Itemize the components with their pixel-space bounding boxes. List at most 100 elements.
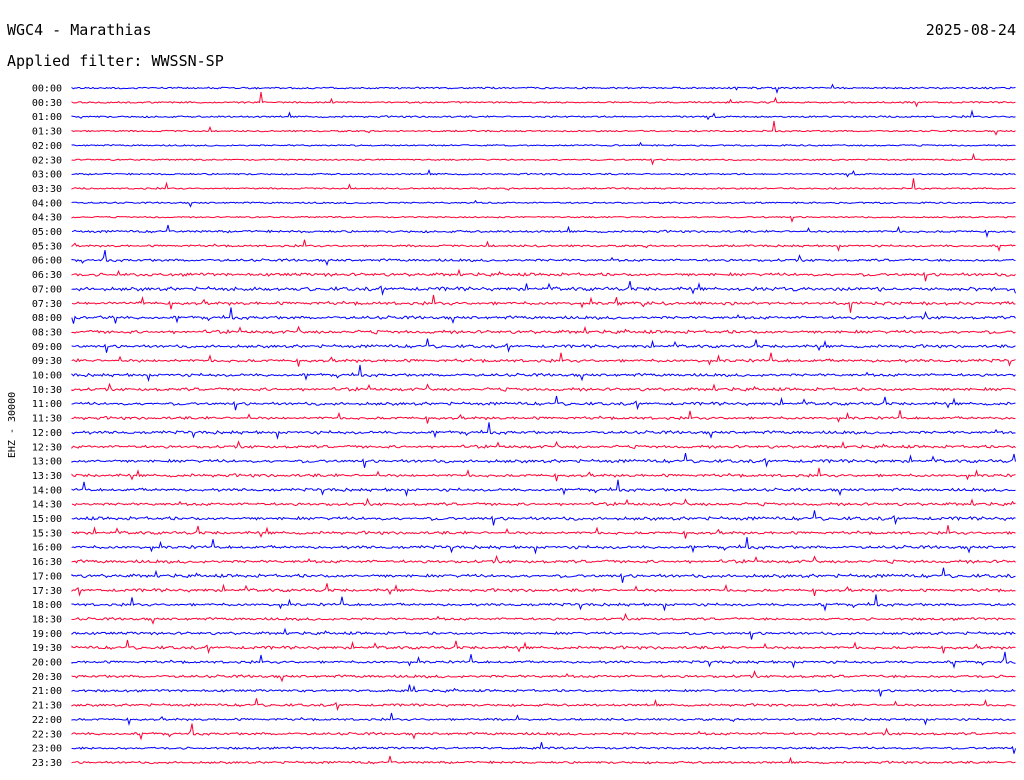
trace-line bbox=[71, 510, 1016, 526]
time-tick-label: 18:30 bbox=[32, 614, 62, 625]
time-tick-label: 00:30 bbox=[32, 98, 62, 109]
time-tick-label: 11:00 bbox=[32, 399, 62, 410]
trace-line bbox=[71, 395, 1016, 411]
trace-line bbox=[71, 651, 1016, 669]
trace-line bbox=[71, 83, 1016, 95]
trace-line bbox=[71, 280, 1016, 296]
time-tick-label: 00:00 bbox=[32, 84, 62, 95]
filter-label: Applied filter: WWSSN-SP bbox=[7, 52, 224, 70]
time-tick-label: 07:30 bbox=[32, 299, 62, 310]
time-tick-label: 03:00 bbox=[32, 170, 62, 181]
time-tick-label: 06:30 bbox=[32, 270, 62, 281]
trace-line bbox=[71, 723, 1016, 741]
trace-line bbox=[71, 639, 1016, 655]
trace-line bbox=[71, 294, 1016, 313]
trace-line bbox=[71, 109, 1016, 121]
time-tick-label: 15:00 bbox=[32, 514, 62, 525]
trace-line bbox=[71, 239, 1016, 253]
time-tick-label: 19:00 bbox=[32, 629, 62, 640]
time-tick-label: 15:30 bbox=[32, 528, 62, 539]
trace-line bbox=[71, 670, 1016, 683]
time-tick-label: 20:30 bbox=[32, 672, 62, 683]
trace-line bbox=[71, 382, 1016, 392]
trace-line bbox=[71, 742, 1016, 754]
time-tick-label: 18:00 bbox=[32, 600, 62, 611]
time-tick-label: 08:30 bbox=[32, 327, 62, 338]
time-tick-label: 04:30 bbox=[32, 213, 62, 224]
time-tick-label: 17:30 bbox=[32, 586, 62, 597]
trace-line bbox=[71, 479, 1016, 497]
time-tick-label: 10:00 bbox=[32, 371, 62, 382]
time-tick-label: 04:00 bbox=[32, 198, 62, 209]
trace-line bbox=[71, 594, 1016, 612]
time-tick-label: 06:00 bbox=[32, 256, 62, 267]
time-tick-label: 05:00 bbox=[32, 227, 62, 238]
time-tick-label: 21:30 bbox=[32, 701, 62, 712]
station-title: WGC4 - Marathias bbox=[7, 21, 152, 39]
time-tick-label: 09:00 bbox=[32, 342, 62, 353]
trace-line bbox=[71, 537, 1016, 555]
trace-line bbox=[71, 410, 1016, 424]
trace-line bbox=[71, 199, 1016, 208]
time-tick-label: 22:30 bbox=[32, 729, 62, 740]
y-axis-label-group: EHZ - 30000 bbox=[7, 392, 18, 458]
time-tick-label: 01:00 bbox=[32, 112, 62, 123]
trace-rows: 00:00 00:30 01:00 01:30 02:00 02:30 03:00 03:30… bbox=[32, 83, 1016, 769]
y-axis-label: EHZ - 30000 bbox=[7, 392, 18, 458]
trace-line bbox=[71, 152, 1016, 166]
time-tick-label: 07:00 bbox=[32, 284, 62, 295]
time-tick-label: 13:00 bbox=[32, 457, 62, 468]
time-tick-label: 01:30 bbox=[32, 127, 62, 138]
trace-line bbox=[71, 612, 1016, 625]
time-tick-label: 08:00 bbox=[32, 313, 62, 324]
trace-line bbox=[71, 567, 1016, 583]
trace-line bbox=[71, 268, 1016, 282]
time-tick-label: 14:00 bbox=[32, 485, 62, 496]
time-tick-label: 19:30 bbox=[32, 643, 62, 654]
time-tick-label: 13:30 bbox=[32, 471, 62, 482]
trace-line bbox=[71, 224, 1016, 239]
trace-line bbox=[71, 364, 1016, 383]
time-tick-label: 02:30 bbox=[32, 155, 62, 166]
time-tick-label: 10:30 bbox=[32, 385, 62, 396]
trace-line bbox=[71, 554, 1016, 564]
trace-line bbox=[71, 120, 1016, 136]
trace-line bbox=[71, 755, 1016, 765]
time-tick-label: 02:00 bbox=[32, 141, 62, 152]
trace-line bbox=[71, 250, 1016, 267]
trace-line bbox=[71, 178, 1016, 191]
trace-line bbox=[71, 583, 1016, 597]
trace-line bbox=[71, 215, 1016, 223]
time-tick-label: 22:00 bbox=[32, 715, 62, 726]
time-tick-label: 09:30 bbox=[32, 356, 62, 367]
time-tick-label: 12:00 bbox=[32, 428, 62, 439]
trace-line bbox=[71, 325, 1016, 335]
time-tick-label: 17:00 bbox=[32, 571, 62, 582]
trace-line bbox=[71, 627, 1016, 640]
trace-line bbox=[71, 712, 1016, 727]
trace-line bbox=[71, 452, 1016, 468]
time-tick-label: 23:30 bbox=[32, 758, 62, 769]
plot-date: 2025-08-24 bbox=[925, 21, 1016, 39]
time-tick-label: 14:30 bbox=[32, 500, 62, 511]
time-tick-label: 23:00 bbox=[32, 744, 62, 755]
trace-line bbox=[71, 467, 1016, 482]
trace-line bbox=[71, 440, 1016, 450]
time-tick-label: 16:30 bbox=[32, 557, 62, 568]
trace-line bbox=[71, 497, 1016, 507]
trace-line bbox=[71, 525, 1016, 539]
trace-line bbox=[71, 92, 1016, 108]
trace-line bbox=[71, 352, 1016, 367]
time-tick-label: 20:00 bbox=[32, 658, 62, 669]
time-tick-label: 05:30 bbox=[32, 241, 62, 252]
time-tick-label: 21:00 bbox=[32, 686, 62, 697]
time-tick-label: 12:30 bbox=[32, 442, 62, 453]
trace-line bbox=[71, 141, 1016, 147]
trace-line bbox=[71, 168, 1016, 178]
time-tick-label: 16:00 bbox=[32, 543, 62, 554]
trace-line bbox=[71, 338, 1016, 353]
time-tick-label: 11:30 bbox=[32, 414, 62, 425]
trace-line bbox=[71, 698, 1016, 712]
trace-line bbox=[71, 684, 1016, 697]
